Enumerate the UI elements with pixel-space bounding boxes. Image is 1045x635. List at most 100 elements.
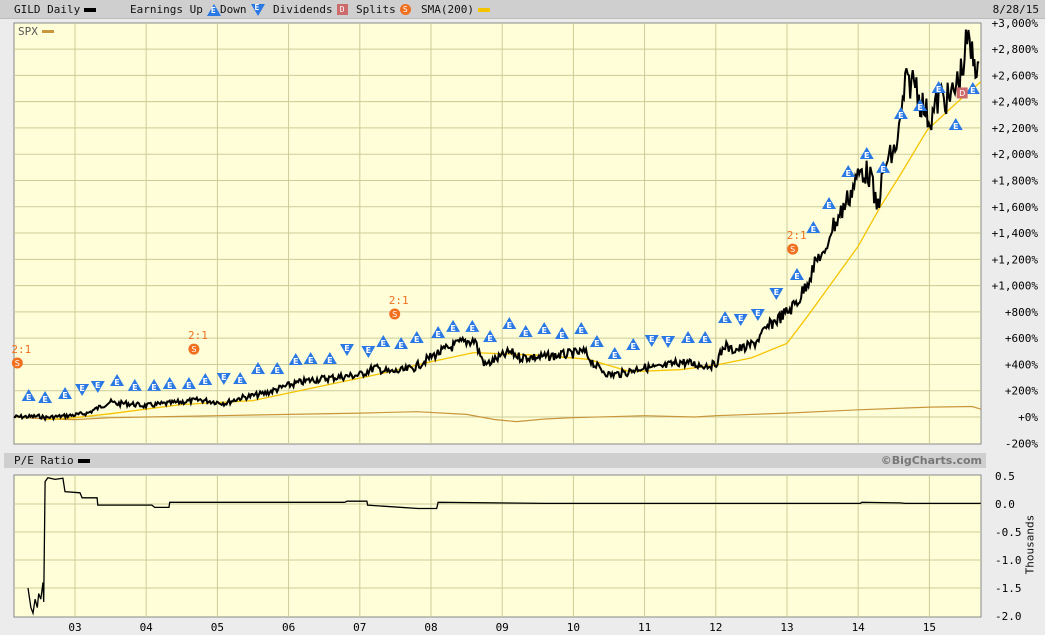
earnings-up-marker[interactable]: E — [303, 351, 318, 365]
earnings-up-icon — [409, 330, 424, 343]
split-ratio-label: 2:1 — [188, 329, 208, 342]
earnings-down-marker[interactable]: E — [644, 335, 659, 348]
earnings-up-icon — [483, 330, 498, 343]
earnings-up-marker[interactable]: E — [555, 327, 570, 340]
earnings-up-marker[interactable]: E — [607, 347, 622, 360]
earnings-up-marker[interactable]: E — [465, 319, 480, 333]
earnings-up-marker[interactable]: E — [537, 322, 552, 335]
earnings-up-marker[interactable]: E — [288, 353, 303, 366]
earnings-letter: E — [755, 309, 760, 318]
earnings-down-icon — [644, 335, 659, 348]
y-tick-label: +2,400% — [992, 96, 1039, 109]
earnings-up-marker[interactable]: E — [233, 371, 248, 385]
earnings-letter: E — [794, 272, 799, 281]
earnings-down-icon — [661, 335, 676, 348]
earnings-up-icon — [913, 99, 928, 112]
earnings-up-marker[interactable]: E — [948, 117, 963, 131]
earnings-down-marker[interactable]: E — [75, 384, 90, 397]
earnings-up-marker[interactable]: E — [841, 165, 856, 178]
pe-y-tick-label: 0.0 — [995, 498, 1015, 511]
earnings-up-marker[interactable]: E — [789, 268, 804, 281]
earnings-up-marker[interactable]: E — [38, 391, 53, 404]
earnings-up-marker[interactable]: E — [574, 322, 589, 335]
earnings-letter: E — [186, 381, 191, 390]
earnings-up-marker[interactable]: E — [931, 81, 946, 94]
earnings-up-marker[interactable]: E — [127, 378, 142, 392]
earnings-up-marker[interactable]: E — [198, 373, 213, 386]
earnings-down-marker[interactable]: E — [661, 335, 676, 348]
earnings-letter: E — [953, 122, 958, 131]
earnings-up-icon — [376, 335, 391, 348]
earnings-up-icon — [446, 319, 461, 332]
earnings-up-marker[interactable]: E — [698, 330, 713, 344]
pe-y-tick-label: 0.5 — [995, 470, 1015, 483]
earnings-letter: E — [864, 151, 869, 160]
earnings-down-marker[interactable]: E — [733, 314, 748, 327]
split-marker[interactable]: S 2:1 — [787, 229, 807, 255]
earnings-up-marker[interactable]: E — [965, 81, 980, 95]
legend-sma: SMA(200) — [421, 3, 490, 16]
earnings-up-marker[interactable]: E — [681, 330, 696, 344]
earnings-up-marker[interactable]: E — [147, 378, 162, 392]
earnings-letter: E — [327, 356, 332, 365]
dividend-marker[interactable]: D — [956, 87, 968, 99]
earnings-up-marker[interactable]: E — [58, 386, 73, 400]
earnings-down-marker[interactable]: E — [216, 373, 231, 386]
earnings-up-icon — [822, 196, 837, 209]
sma-line — [45, 81, 982, 421]
earnings-up-marker[interactable]: E — [859, 147, 874, 160]
earnings-up-marker[interactable]: E — [718, 311, 733, 324]
split-icon — [389, 308, 401, 320]
earnings-up-marker[interactable]: E — [483, 330, 498, 343]
earnings-up-marker[interactable]: E — [162, 376, 177, 390]
earnings-up-marker[interactable]: E — [518, 325, 533, 338]
earnings-down-marker[interactable]: E — [769, 288, 784, 301]
earnings-down-icon — [75, 384, 90, 397]
earnings-up-marker[interactable]: E — [270, 361, 285, 375]
earnings-up-icon — [626, 337, 641, 350]
earnings-up-marker[interactable]: E — [409, 330, 424, 344]
earnings-letter: E — [811, 225, 816, 234]
split-marker[interactable]: S 2:1 — [389, 294, 409, 320]
earnings-down-marker[interactable]: E — [361, 345, 376, 358]
earnings-down-marker[interactable]: E — [750, 309, 765, 322]
earnings-up-marker[interactable]: E — [446, 319, 461, 333]
earnings-down-marker[interactable]: E — [90, 381, 105, 394]
y-tick-label: +2,200% — [992, 122, 1039, 135]
pe-plot-area — [13, 474, 982, 618]
earnings-up-icon — [270, 361, 285, 374]
earnings-up-marker[interactable]: E — [431, 325, 446, 339]
earnings-up-marker[interactable]: E — [806, 220, 821, 234]
earnings-up-marker[interactable]: E — [589, 335, 604, 348]
earnings-up-icon — [465, 319, 480, 332]
earnings-up-marker[interactable]: E — [110, 373, 125, 387]
split-letter: S — [790, 245, 795, 254]
split-marker[interactable]: S 2:1 — [188, 329, 208, 355]
earnings-up-marker[interactable]: E — [822, 196, 837, 210]
earnings-up-icon — [948, 117, 963, 130]
split-marker[interactable]: S 2:1 — [11, 343, 31, 369]
earnings-up-marker[interactable]: E — [502, 317, 517, 330]
earnings-up-marker[interactable]: E — [394, 337, 409, 350]
earnings-letter: E — [898, 111, 903, 120]
earnings-up-marker[interactable]: E — [876, 160, 891, 174]
earnings-up-marker[interactable]: E — [181, 376, 196, 390]
earnings-up-marker[interactable]: E — [376, 335, 391, 348]
earnings-down-icon — [750, 309, 765, 322]
earnings-up-icon — [162, 376, 177, 389]
earnings-up-marker[interactable]: E — [21, 389, 36, 402]
earnings-up-marker[interactable]: E — [913, 99, 928, 112]
earnings-up-icon — [250, 361, 265, 374]
earnings-letter: E — [507, 321, 512, 330]
earnings-up-marker[interactable]: E — [322, 351, 337, 365]
earnings-letter: E — [114, 378, 119, 387]
earnings-down-marker[interactable]: E — [339, 343, 354, 356]
x-tick-label: 10 — [567, 621, 580, 634]
earnings-up-marker[interactable]: E — [893, 107, 908, 120]
earnings-up-marker[interactable]: E — [250, 361, 265, 375]
earnings-up-icon — [394, 337, 409, 350]
down-label: Down — [220, 3, 247, 16]
earnings-letter: E — [274, 366, 279, 375]
earnings-up-marker[interactable]: E — [626, 337, 641, 351]
earnings-down-icon — [216, 373, 231, 386]
